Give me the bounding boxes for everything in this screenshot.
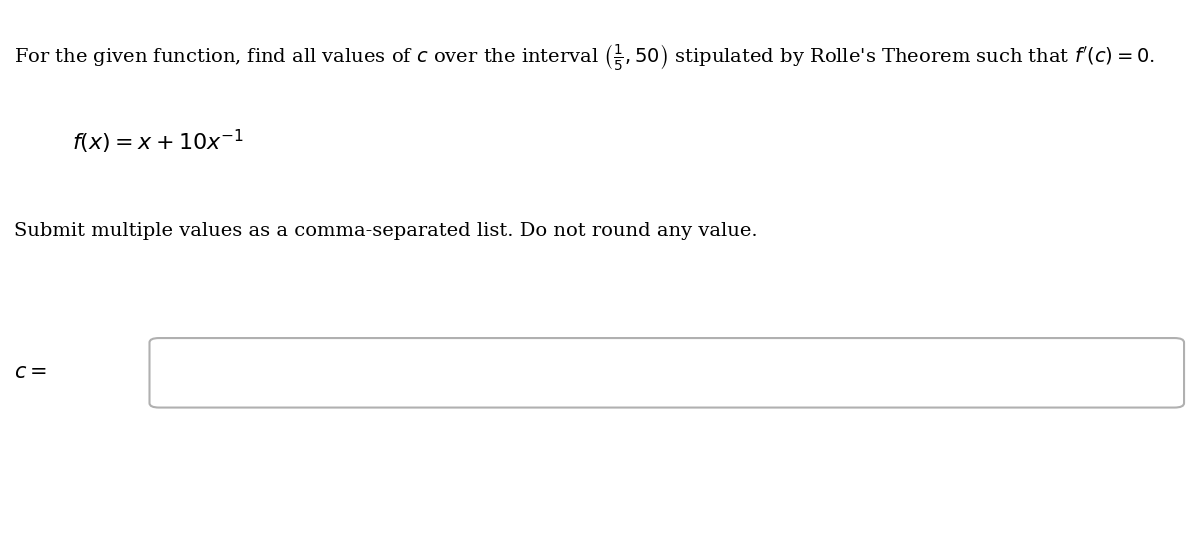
Text: Submit multiple values as a comma-separated list. Do not round any value.: Submit multiple values as a comma-separa…	[14, 222, 758, 240]
Text: For the given function, find all values of $c$ over the interval $\left(\frac{1}: For the given function, find all values …	[14, 42, 1155, 72]
FancyBboxPatch shape	[150, 338, 1184, 408]
Text: $c = $: $c = $	[14, 363, 48, 382]
Text: $f(x) = x + 10x^{-1}$: $f(x) = x + 10x^{-1}$	[72, 128, 244, 156]
